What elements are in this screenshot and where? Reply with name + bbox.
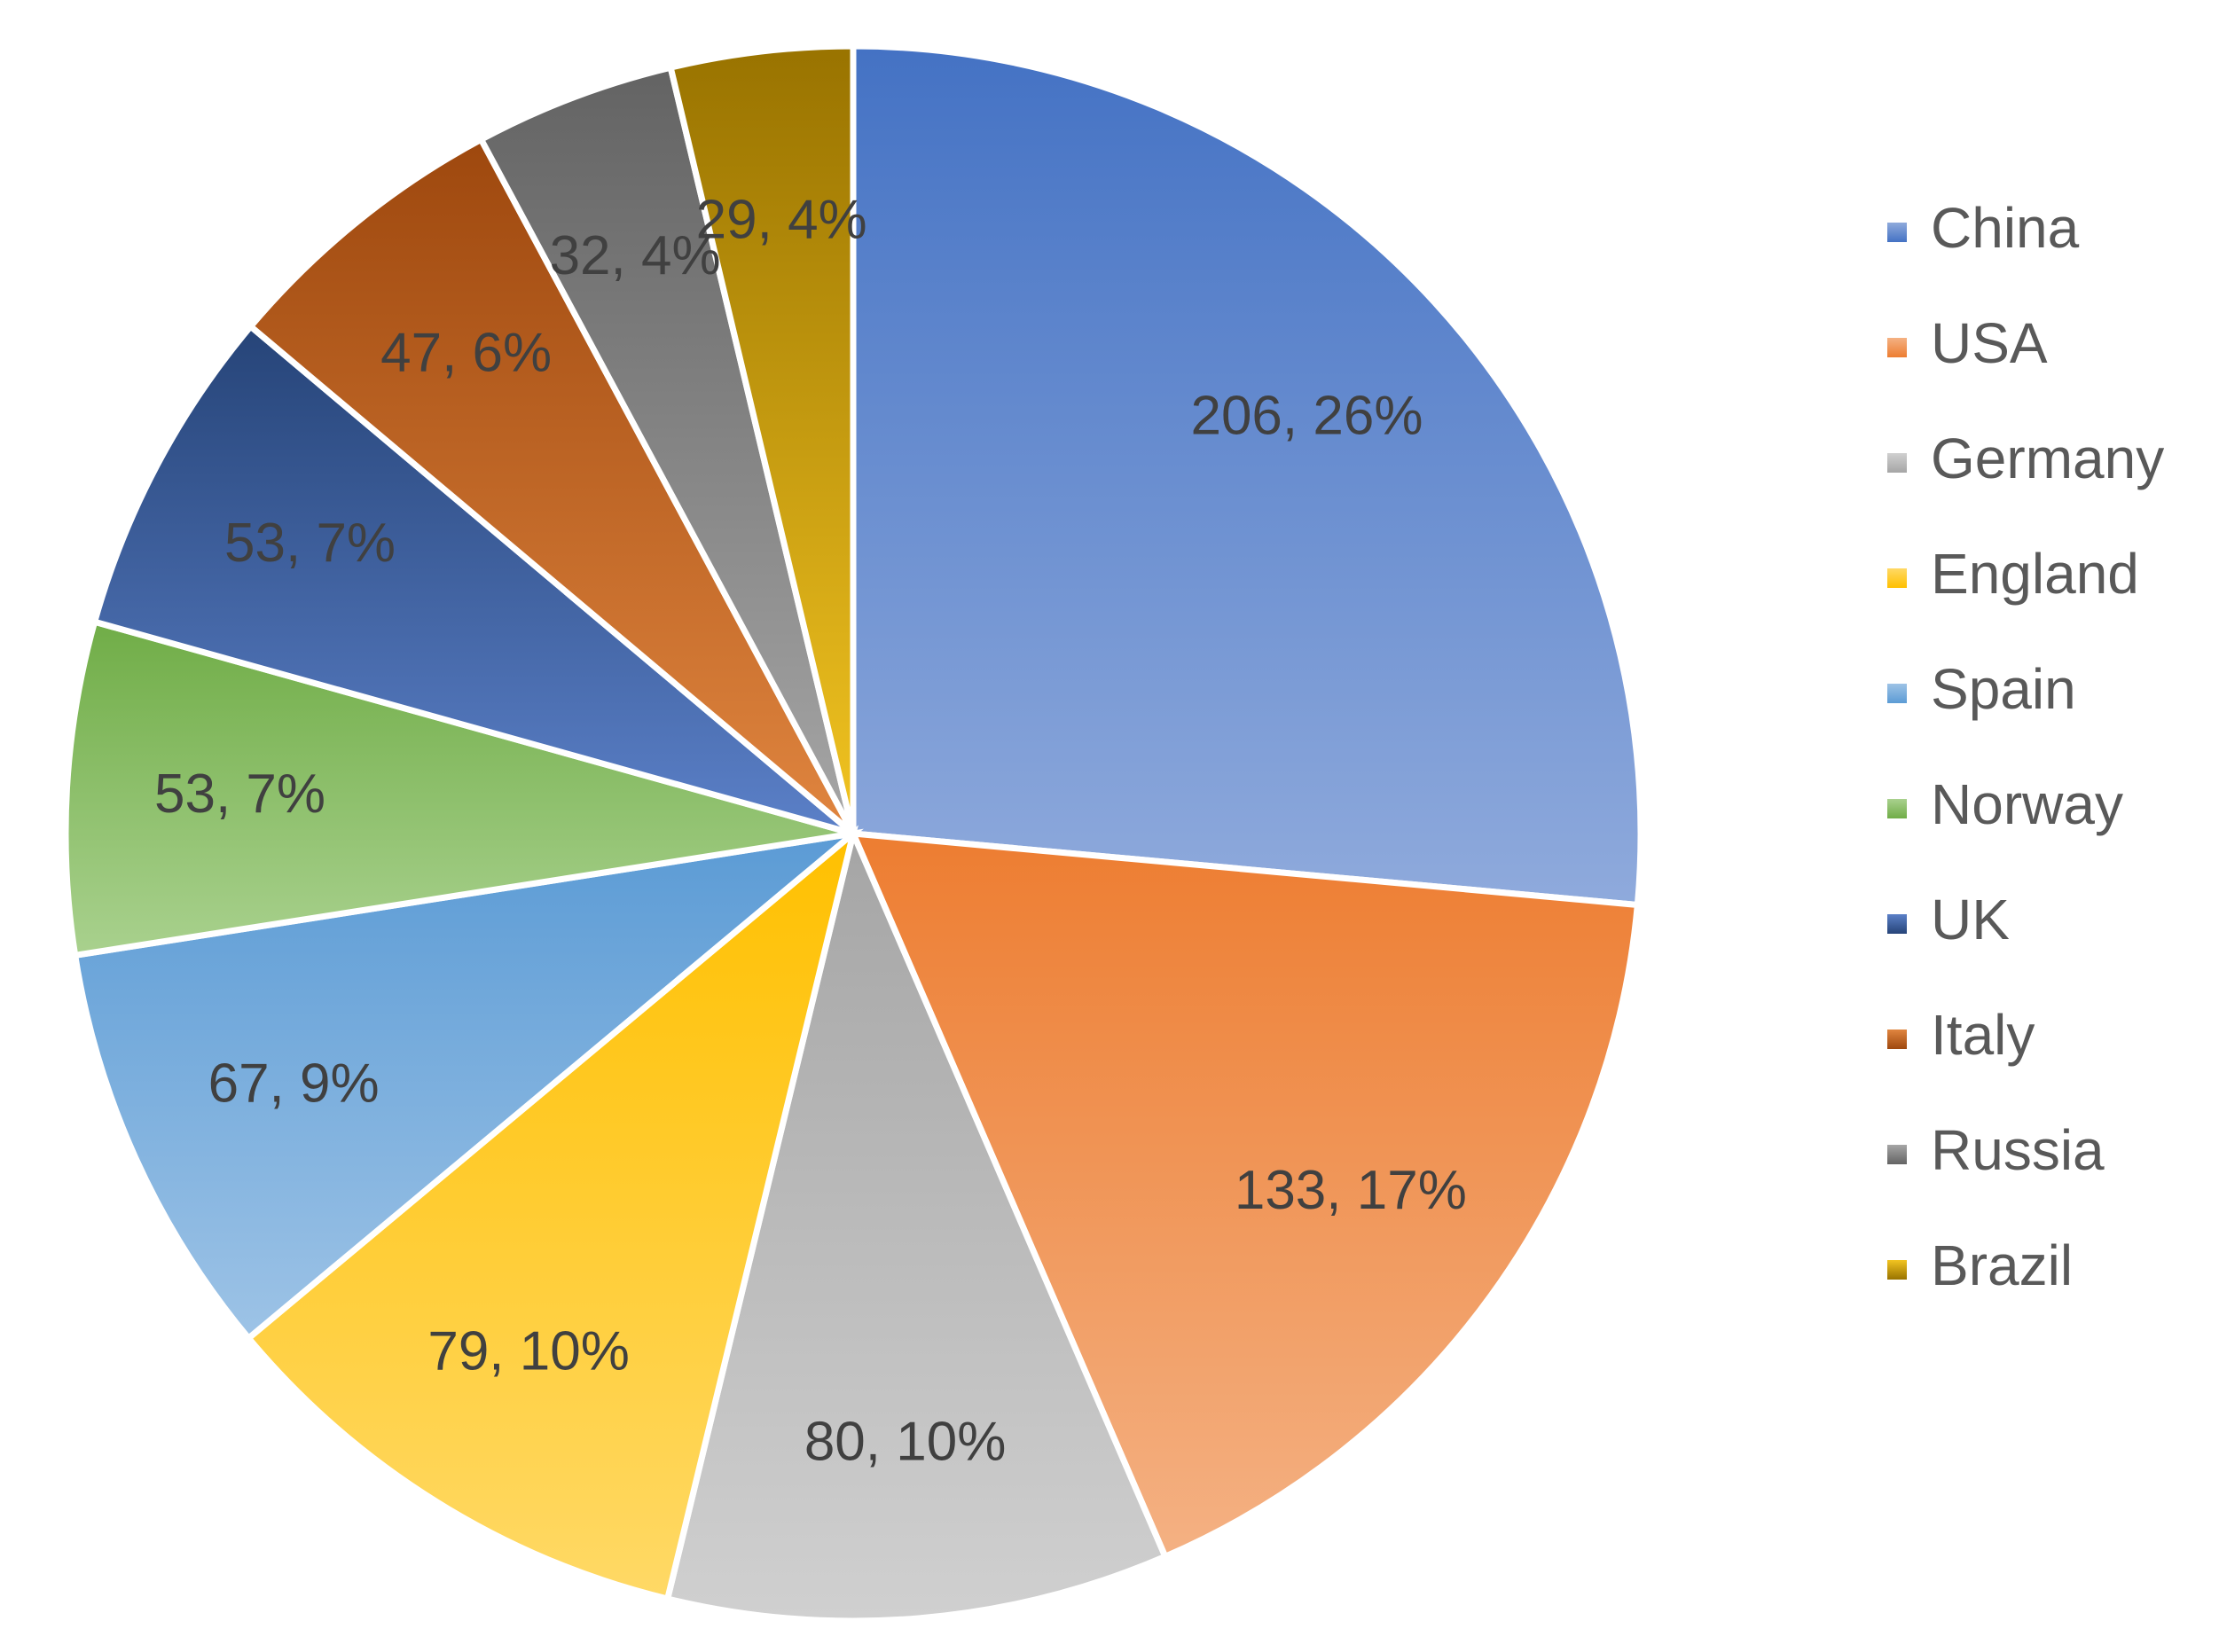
legend-swatch-china: [1887, 223, 1907, 242]
pie-slice-usa: [848, 829, 1642, 1561]
data-label-italy: 47, 6%: [380, 322, 552, 383]
legend-swatch-spain: [1887, 684, 1907, 703]
pie-slice-norway: [62, 617, 854, 959]
legend-item-uk: UK: [1887, 888, 2010, 951]
data-label-usa: 133, 17%: [1235, 1160, 1467, 1221]
data-label-china: 206, 26%: [1190, 385, 1423, 446]
data-label-germany: 80, 10%: [804, 1412, 1007, 1473]
legend-label-norway: Norway: [1931, 772, 2123, 836]
legend-item-italy: Italy: [1887, 1003, 2035, 1067]
data-label-brazil: 29, 4%: [696, 189, 867, 250]
data-label-norway: 53, 7%: [154, 763, 325, 825]
legend-swatch-brazil: [1887, 1260, 1907, 1280]
data-label-spain: 67, 9%: [208, 1053, 380, 1114]
pie-slice-brazil: [666, 43, 857, 834]
pie-slice-russia: [476, 63, 857, 835]
legend-item-china: China: [1887, 196, 2080, 260]
legend-swatch-russia: [1887, 1145, 1907, 1164]
pie-slice-italy: [246, 135, 857, 836]
legend-item-spain: Spain: [1887, 657, 2076, 721]
legend-item-russia: Russia: [1887, 1118, 2105, 1182]
data-label-russia: 32, 4%: [550, 225, 721, 286]
legend-swatch-norway: [1887, 799, 1907, 818]
pie-slice-china: [850, 43, 1644, 909]
legend-swatch-italy: [1887, 1030, 1907, 1049]
legend-swatch-uk: [1887, 914, 1907, 934]
legend-label-uk: UK: [1931, 888, 2010, 951]
legend: China USA Germany England Spain Norway UK Italy…: [1887, 196, 2164, 1297]
legend-swatch-usa: [1887, 338, 1907, 357]
legend-label-spain: Spain: [1931, 657, 2076, 721]
legend-swatch-germany: [1887, 453, 1907, 473]
data-label-england: 79, 10%: [427, 1320, 630, 1382]
data-label-uk: 53, 7%: [224, 513, 396, 574]
pie-slice-spain: [71, 828, 864, 1343]
legend-label-usa: USA: [1931, 311, 2048, 375]
legend-item-england: England: [1887, 542, 2139, 606]
legend-swatch-england: [1887, 568, 1907, 588]
legend-item-norway: Norway: [1887, 772, 2123, 836]
pie-slice-uk: [90, 322, 856, 837]
legend-label-italy: Italy: [1931, 1003, 2035, 1067]
pie-slices: [62, 43, 1644, 1625]
legend-label-russia: Russia: [1931, 1118, 2105, 1182]
legend-item-usa: USA: [1887, 311, 2048, 375]
legend-item-germany: Germany: [1887, 427, 2164, 490]
legend-label-china: China: [1931, 196, 2080, 260]
legend-label-germany: Germany: [1931, 427, 2164, 490]
pie-slice-england: [244, 825, 859, 1603]
legend-label-england: England: [1931, 542, 2139, 606]
legend-label-brazil: Brazil: [1931, 1233, 2073, 1297]
data-labels: 206, 26% 133, 17% 80, 10% 79, 10% 67, 9% 53, …: [154, 189, 1467, 1472]
pie-slice-germany: [663, 824, 1170, 1625]
legend-item-brazil: Brazil: [1887, 1233, 2073, 1297]
